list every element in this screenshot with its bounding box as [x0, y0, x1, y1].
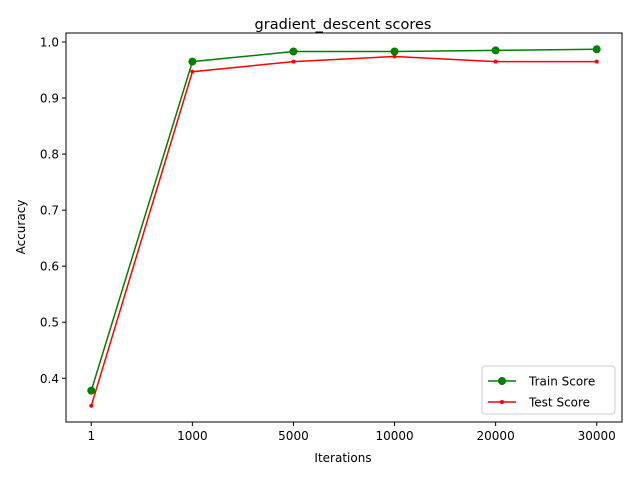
test-score-point — [392, 54, 397, 59]
y-axis-title: Accuracy — [14, 200, 28, 255]
train-score-line — [90, 48, 597, 391]
y-tick-label: 0.4 — [40, 372, 59, 386]
y-axis: 0.4 0.5 0.6 0.7 0.8 0.9 1.0 — [40, 35, 66, 386]
x-tick-label: 1000 — [177, 429, 208, 443]
train-score-point — [289, 47, 298, 56]
train-score-point — [491, 46, 500, 55]
series-layer — [87, 45, 601, 408]
test-score-point — [291, 59, 296, 64]
legend-test-score-marker — [500, 400, 504, 404]
y-tick-label: 0.8 — [40, 148, 59, 162]
train-score-point — [592, 45, 601, 54]
test-score-point — [190, 69, 195, 74]
x-tick-label: 30000 — [578, 429, 616, 443]
test-score-point — [594, 59, 599, 64]
y-tick-label: 0.7 — [40, 204, 59, 218]
test-score-point — [493, 59, 498, 64]
x-tick-label: 5000 — [278, 429, 309, 443]
x-axis-title: Iterations — [314, 451, 371, 465]
test-score-point — [89, 403, 94, 408]
train-score-point — [390, 47, 399, 56]
x-axis: 1 1000 5000 10000 20000 30000 — [87, 422, 616, 443]
test-score-line — [90, 55, 597, 406]
train-score-point — [188, 57, 197, 66]
plot-area: 0.4 0.5 0.6 0.7 0.8 0.9 1.0 1 1000 5000 10000 2000… — [40, 32, 623, 443]
x-tick-label: 1 — [87, 429, 95, 443]
y-tick-label: 0.9 — [40, 92, 59, 106]
y-tick-label: 0.5 — [40, 316, 59, 330]
legend-train-score-label: Train Score — [528, 375, 595, 389]
legend: Train Score Test Score — [481, 365, 616, 415]
legend-train-score-marker — [498, 377, 506, 385]
x-tick-label: 20000 — [477, 429, 515, 443]
y-tick-label: 0.6 — [40, 260, 59, 274]
chart-title: gradient_descent scores — [255, 17, 432, 33]
train-score-point — [87, 386, 96, 395]
x-tick-label: 10000 — [375, 429, 413, 443]
legend-test-score-label: Test Score — [528, 396, 590, 410]
plot-frame — [65, 32, 623, 423]
y-tick-label: 1.0 — [40, 35, 59, 49]
